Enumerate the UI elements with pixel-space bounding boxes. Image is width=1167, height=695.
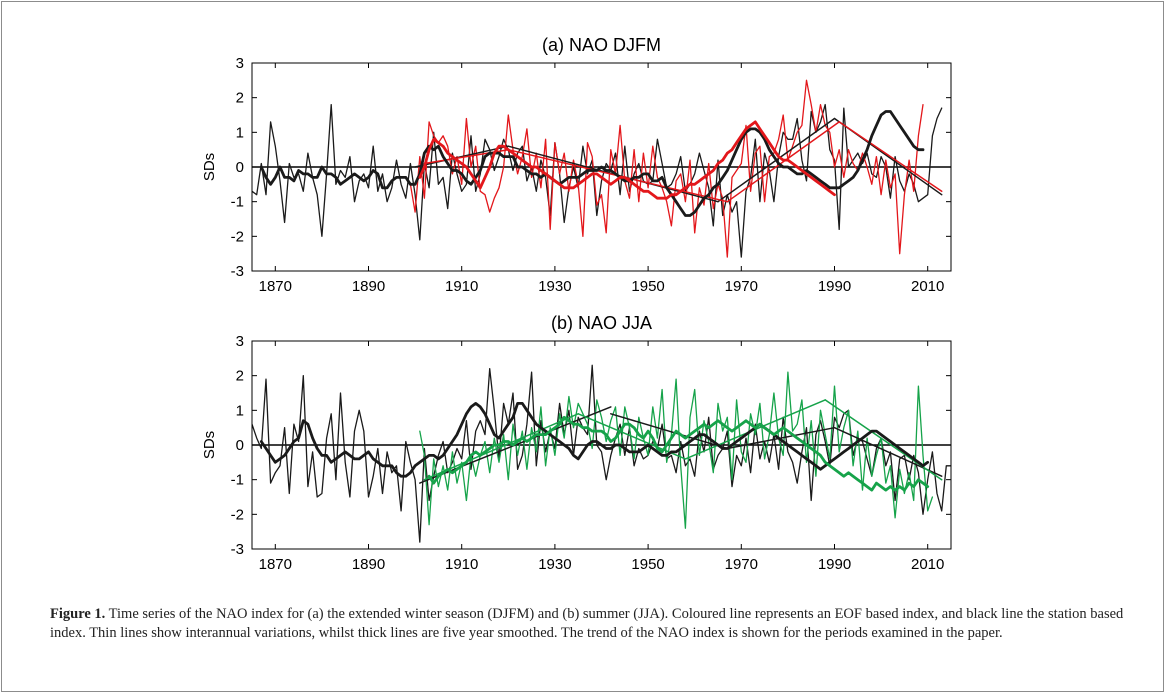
station-thick-line	[259, 401, 930, 478]
station-thick-line	[259, 110, 925, 217]
x-tick-label: 1970	[725, 556, 758, 573]
x-tick-label: 1910	[445, 278, 478, 295]
x-tick-label: 1890	[352, 556, 385, 573]
panel-title: (a) NAO DJFM	[542, 35, 661, 55]
y-tick-label: -2	[231, 228, 244, 245]
y-tick-label: -3	[231, 263, 244, 280]
y-tick-label: 2	[236, 368, 244, 385]
y-axis-label: SDs	[201, 153, 218, 181]
x-tick-label: 2010	[911, 556, 944, 573]
series-group	[252, 364, 951, 543]
x-tick-label: 2010	[911, 278, 944, 295]
y-tick-label: -3	[231, 541, 244, 558]
y-tick-label: -1	[231, 472, 244, 489]
y-tick-label: 1	[236, 124, 244, 141]
y-tick-label: -1	[231, 194, 244, 211]
y-tick-label: -2	[231, 506, 244, 523]
x-tick-label: 1890	[352, 278, 385, 295]
eof-trend-line	[824, 399, 943, 481]
x-tick-label: 1950	[631, 278, 664, 295]
x-tick-label: 1990	[818, 556, 851, 573]
x-tick-label: 1870	[259, 278, 292, 295]
figure-caption: Figure 1. Time series of the NAO index f…	[50, 605, 1145, 643]
eof-trend-line	[423, 413, 579, 481]
y-tick-label: 0	[236, 437, 244, 454]
y-tick-label: 1	[236, 402, 244, 419]
x-tick-label: 1990	[818, 278, 851, 295]
panel-b: (b) NAO JJA SDs 1870 1890 1910 1930 1950 1970 19…	[201, 313, 952, 573]
x-tick-label: 1930	[538, 556, 571, 573]
y-axis-label: SDs	[201, 431, 218, 459]
x-tick-label: 1970	[725, 278, 758, 295]
y-tick-label: 0	[236, 159, 244, 176]
eof-thick-line	[418, 120, 836, 200]
x-tick-label: 1910	[445, 556, 478, 573]
y-tick-label: 3	[236, 55, 244, 72]
eof-thin-line	[409, 79, 924, 258]
x-tick-label: 1930	[538, 278, 571, 295]
station-trend-line	[414, 145, 510, 168]
y-tick-label: 2	[236, 90, 244, 107]
station-trend-line	[610, 413, 729, 450]
panel-title: (b) NAO JJA	[551, 313, 652, 333]
figure-canvas: (a) NAO DJFM SDs 1870 1890 1910 1930 1950 1970 1…	[201, 35, 952, 573]
panel-a: (a) NAO DJFM SDs 1870 1890 1910 1930 1950 1970 1…	[201, 35, 952, 295]
caption-text: Time series of the NAO index for (a) the…	[50, 606, 1124, 641]
x-tick-label: 1950	[631, 556, 664, 573]
eof-trend-line	[726, 121, 840, 203]
eof-trend-line	[577, 413, 687, 460]
x-tick-label: 1870	[259, 556, 292, 573]
eof-trend-line	[838, 121, 943, 193]
eof-thick-line	[427, 415, 930, 492]
station-thin-line	[252, 103, 943, 258]
station-thin-line	[252, 364, 951, 543]
series-group	[252, 79, 943, 258]
caption-label: Figure 1.	[50, 606, 106, 622]
y-tick-label: 3	[236, 333, 244, 350]
